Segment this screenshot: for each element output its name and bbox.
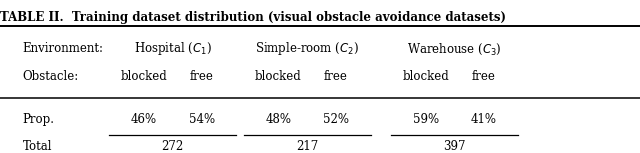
Text: 52%: 52%	[323, 113, 349, 126]
Text: 54%: 54%	[189, 113, 214, 126]
Text: 217: 217	[296, 140, 318, 153]
Text: 272: 272	[162, 140, 184, 153]
Text: Hospital ($C_1$): Hospital ($C_1$)	[134, 40, 212, 58]
Text: Environment:: Environment:	[22, 43, 104, 55]
Text: 397: 397	[443, 140, 466, 153]
Text: 41%: 41%	[470, 113, 496, 126]
Text: free: free	[324, 70, 348, 83]
Text: TABLE II.  Training dataset distribution (visual obstacle avoidance datasets): TABLE II. Training dataset distribution …	[0, 11, 506, 24]
Text: free: free	[189, 70, 214, 83]
Text: Obstacle:: Obstacle:	[22, 70, 79, 83]
Text: Warehouse ($C_3$): Warehouse ($C_3$)	[407, 41, 502, 57]
Text: blocked: blocked	[120, 70, 168, 83]
Text: Prop.: Prop.	[22, 113, 54, 126]
Text: 59%: 59%	[413, 113, 438, 126]
Text: blocked: blocked	[255, 70, 302, 83]
Text: 46%: 46%	[131, 113, 157, 126]
Text: Simple-room ($C_2$): Simple-room ($C_2$)	[255, 40, 359, 58]
Text: blocked: blocked	[402, 70, 449, 83]
Text: free: free	[471, 70, 495, 83]
Text: Total: Total	[22, 140, 52, 153]
Text: 48%: 48%	[266, 113, 291, 126]
